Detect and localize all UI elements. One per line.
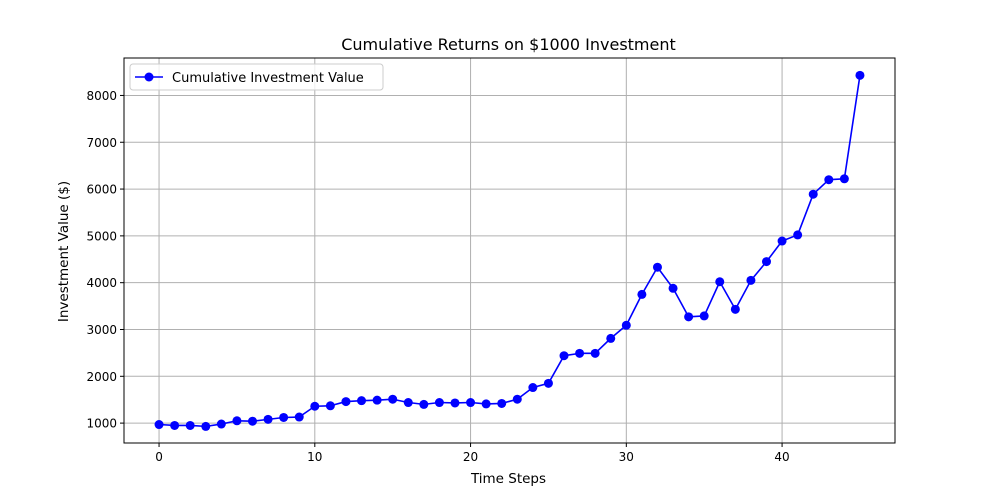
legend-box	[129, 63, 384, 91]
data-point	[154, 420, 164, 430]
x-axis-label: Time Steps	[470, 471, 546, 487]
data-point	[310, 401, 320, 411]
data-point	[793, 230, 803, 240]
data-point	[575, 348, 585, 358]
data-point	[590, 348, 600, 358]
y-tick-label: 8000	[86, 89, 117, 103]
x-tick-label: 20	[463, 450, 478, 464]
data-point	[372, 395, 382, 405]
data-point	[839, 174, 849, 184]
data-point	[403, 398, 413, 408]
data-point	[637, 289, 647, 299]
data-point	[201, 421, 211, 431]
data-point	[621, 320, 631, 330]
x-tick-label: 40	[774, 450, 789, 464]
y-tick-label: 7000	[86, 136, 117, 150]
data-point	[762, 257, 771, 267]
grid-layer	[124, 58, 895, 443]
y-tick-label: 1000	[86, 417, 117, 431]
data-point	[434, 398, 444, 408]
data-point	[248, 416, 257, 426]
series-line	[159, 75, 861, 428]
data-point	[855, 70, 865, 80]
data-point	[232, 416, 242, 426]
y-tick-label: 6000	[86, 183, 117, 197]
x-tick-label: 30	[619, 450, 634, 464]
data-point	[543, 378, 553, 388]
data-point	[185, 420, 195, 430]
y-tick-label: 2000	[86, 370, 117, 384]
data-point	[388, 394, 398, 404]
data-point	[699, 311, 709, 321]
data-point	[746, 275, 756, 285]
data-point	[730, 304, 740, 314]
data-point	[652, 262, 662, 272]
data-point	[294, 412, 304, 422]
data-point	[357, 396, 367, 406]
data-point	[481, 399, 491, 409]
data-point	[668, 283, 678, 293]
data-point	[684, 312, 694, 322]
tick-layer: 0 10 20 30 40 1000 2000 3000 4000 5000 6000 7000 800…	[86, 89, 789, 464]
data-point	[216, 419, 226, 429]
legend: Cumulative Investment Value	[129, 63, 384, 91]
data-point	[808, 189, 818, 199]
data-point	[715, 277, 725, 287]
plot-frame	[123, 57, 896, 444]
data-point	[170, 420, 180, 430]
data-point	[606, 333, 616, 343]
data-point	[824, 175, 834, 185]
data-point	[263, 414, 273, 424]
y-axis-label: Investment Value ($)	[56, 181, 72, 322]
data-point	[559, 351, 569, 361]
data-point	[528, 383, 538, 393]
x-tick-label: 10	[307, 450, 322, 464]
y-tick-label: 5000	[86, 229, 117, 243]
data-point	[419, 399, 429, 409]
y-tick-label: 3000	[86, 323, 117, 337]
data-point	[279, 412, 289, 422]
y-tick-label: 4000	[86, 276, 117, 290]
data-point	[341, 397, 351, 407]
chart-title: Cumulative Returns on $1000 Investment	[341, 35, 676, 54]
data-point	[497, 398, 507, 408]
x-tick-label: 0	[155, 450, 163, 464]
data-point	[466, 398, 476, 408]
data-point	[450, 398, 460, 408]
data-point	[325, 401, 335, 411]
legend-marker-swatch	[144, 72, 154, 82]
data-point	[512, 394, 522, 404]
data-point	[777, 236, 787, 246]
legend-label: Cumulative Investment Value	[172, 71, 364, 86]
series-layer	[154, 70, 865, 431]
